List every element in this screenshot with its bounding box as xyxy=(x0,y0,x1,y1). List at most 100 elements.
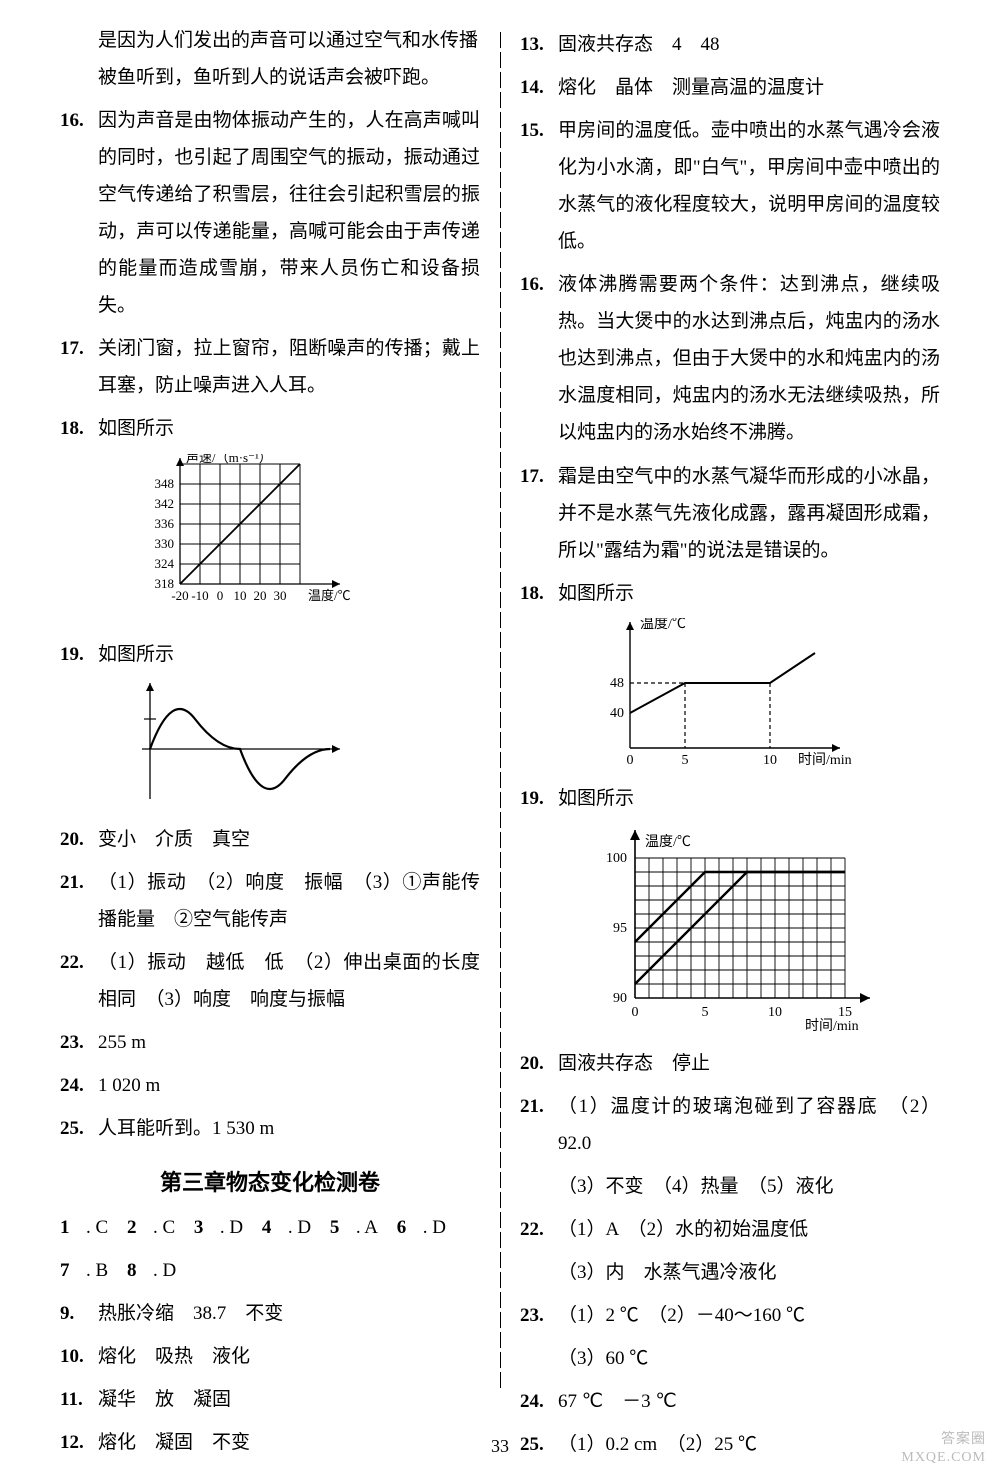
q15: 15. 甲房间的温度低。壶中喷出的水蒸气遇冷会液化为小水滴，即"白气"，甲房间中… xyxy=(520,112,940,260)
svg-text:声速/（m·s⁻¹）: 声速/（m·s⁻¹） xyxy=(186,454,272,465)
svg-text:40: 40 xyxy=(610,706,624,721)
q-number: 22. xyxy=(520,1211,558,1248)
svg-text:90: 90 xyxy=(613,991,627,1006)
q21-cont: （3）不变 （4）热量 （5）液化 xyxy=(520,1168,940,1205)
svg-text:时间/min: 时间/min xyxy=(805,1018,859,1033)
svg-text:-20: -20 xyxy=(171,588,188,603)
q-content: 255 m xyxy=(98,1024,480,1061)
q21: 21. （1）温度计的玻璃泡碰到了容器底 （2）92.0 xyxy=(520,1088,940,1162)
q-number: 10. xyxy=(60,1338,98,1375)
svg-text:时间/min: 时间/min xyxy=(798,752,852,768)
q24: 24. 1 020 m xyxy=(60,1067,480,1104)
section-title: 第三章物态变化检测卷 xyxy=(60,1165,480,1197)
q-content: 液体沸腾需要两个条件：达到沸点，继续吸热。当大煲中的水达到沸点后，炖盅内的汤水也… xyxy=(558,266,940,451)
svg-text:-10: -10 xyxy=(191,588,208,603)
q22: 22. （1）振动 越低 低 （2）伸出桌面的长度 相同 （3）响度 响度与振幅 xyxy=(60,944,480,1018)
q-number: 23. xyxy=(60,1024,98,1061)
svg-text:0: 0 xyxy=(217,588,224,603)
q-number: 16. xyxy=(60,102,98,324)
q-content: 人耳能听到。1 530 m xyxy=(98,1110,480,1147)
q-content: 67 ℃ －3 ℃ xyxy=(558,1383,940,1420)
q18: 18. 如图所示 xyxy=(60,410,480,447)
right-column: 13. 固液共存态 4 48 14. 熔化 晶体 测量高温的温度计 15. 甲房… xyxy=(510,20,950,1469)
q-number: 19. xyxy=(520,780,558,817)
q-number: 18. xyxy=(520,575,558,612)
q-number: 16. xyxy=(520,266,558,451)
q-number: 20. xyxy=(60,821,98,858)
q-number: 25. xyxy=(60,1110,98,1147)
svg-text:342: 342 xyxy=(155,496,175,511)
q20: 20. 固液共存态 停止 xyxy=(520,1045,940,1082)
q-content: 如图所示 xyxy=(98,636,480,673)
q-number: 21. xyxy=(60,864,98,938)
q19: 19. 如图所示 xyxy=(60,636,480,673)
svg-text:15: 15 xyxy=(838,1005,852,1020)
q23: 23. 255 m xyxy=(60,1024,480,1061)
svg-text:100: 100 xyxy=(606,851,627,866)
q-number: 24. xyxy=(520,1383,558,1420)
q17: 17. 关闭门窗，拉上窗帘，阻断噪声的传播；戴上耳塞，防止噪声进入人耳。 xyxy=(60,330,480,404)
q-number: 22. xyxy=(60,944,98,1018)
q-content: 凝华 放 凝固 xyxy=(98,1381,480,1418)
q14: 14. 熔化 晶体 测量高温的温度计 xyxy=(520,69,940,106)
q-content: 如图所示 xyxy=(558,575,940,612)
q17: 17. 霜是由空气中的水蒸气凝华而形成的小冰晶，并不是水蒸气先液化成露，露再凝固… xyxy=(520,458,940,569)
q-content: 因为声音是由物体振动产生的，人在高声喊叫的同时，也引起了周围空气的振动，振动通过… xyxy=(98,102,480,324)
q-content: 熔化 吸热 液化 xyxy=(98,1338,480,1375)
q10: 10. 熔化 吸热 液化 xyxy=(60,1338,480,1375)
q15-continuation: 是因为人们发出的声音可以通过空气和水传播被鱼听到，鱼听到人的说话声会被吓跑。 xyxy=(60,22,480,96)
q-content: （1）振动 越低 低 （2）伸出桌面的长度 相同 （3）响度 响度与振幅 xyxy=(98,944,480,1018)
svg-text:20: 20 xyxy=(254,588,267,603)
q-content: 霜是由空气中的水蒸气凝华而形成的小冰晶，并不是水蒸气先液化成露，露再凝固形成霜，… xyxy=(558,458,940,569)
watermark-bottom: MXQE.COM xyxy=(901,1449,986,1467)
q-number: 20. xyxy=(520,1045,558,1082)
svg-text:330: 330 xyxy=(155,536,175,551)
q24: 24. 67 ℃ －3 ℃ xyxy=(520,1383,940,1420)
q-number: 17. xyxy=(520,458,558,569)
svg-text:温度/℃: 温度/℃ xyxy=(645,834,691,850)
q-content: （1）2 ℃ （2）－40～160 ℃ xyxy=(558,1297,940,1334)
q-number: 24. xyxy=(60,1067,98,1104)
svg-text:48: 48 xyxy=(610,676,624,691)
q25: 25. 人耳能听到。1 530 m xyxy=(60,1110,480,1147)
svg-text:30: 30 xyxy=(274,588,287,603)
q13: 13. 固液共存态 4 48 xyxy=(520,26,940,63)
q23: 23. （1）2 ℃ （2）－40～160 ℃ xyxy=(520,1297,940,1334)
q11: 11. 凝华 放 凝固 xyxy=(60,1381,480,1418)
q-number: 23. xyxy=(520,1297,558,1334)
q22: 22. （1）A （2）水的初始温度低 xyxy=(520,1211,940,1248)
chart-boiling-curve: 90 95 100 0 5 10 15 温度/℃ 时间/min xyxy=(580,823,940,1039)
page-number: 33 xyxy=(0,1436,1000,1457)
q-number: 14. xyxy=(520,69,558,106)
q-number: 21. xyxy=(520,1088,558,1162)
q-number: 11. xyxy=(60,1381,98,1418)
q18: 18. 如图所示 xyxy=(520,575,940,612)
watermark: 答案圈 MXQE.COM xyxy=(901,1431,986,1467)
svg-text:324: 324 xyxy=(155,556,175,571)
q-content: （1）振动 （2）响度 振幅 （3）①声能传播能量 ②空气能传声 xyxy=(98,864,480,938)
q9: 9. 热胀冷缩 38.7 不变 xyxy=(60,1295,480,1332)
mc-row-1: 1. C 2. C 3. D 4. D 5. A 6. D xyxy=(60,1209,480,1246)
q-number: 18. xyxy=(60,410,98,447)
q22-cont: （3）内 水蒸气遇冷液化 xyxy=(520,1254,940,1291)
q16: 16. 因为声音是由物体振动产生的，人在高声喊叫的同时，也引起了周围空气的振动，… xyxy=(60,102,480,324)
q-content: （1）A （2）水的初始温度低 xyxy=(558,1211,940,1248)
q-content: 甲房间的温度低。壶中喷出的水蒸气遇冷会液化为小水滴，即"白气"，甲房间中壶中喷出… xyxy=(558,112,940,260)
chart-sound-speed: 318 324 330 336 342 348 -20 -10 0 10 20 … xyxy=(120,454,480,630)
svg-text:0: 0 xyxy=(627,753,634,768)
svg-text:温度/℃: 温度/℃ xyxy=(640,618,686,632)
q-number: 13. xyxy=(520,26,558,63)
svg-text:5: 5 xyxy=(682,753,689,768)
q-content: 熔化 晶体 测量高温的温度计 xyxy=(558,69,940,106)
watermark-top: 答案圈 xyxy=(901,1431,986,1449)
q16: 16. 液体沸腾需要两个条件：达到沸点，继续吸热。当大煲中的水达到沸点后，炖盅内… xyxy=(520,266,940,451)
q-content: 固液共存态 停止 xyxy=(558,1045,940,1082)
svg-text:温度/℃: 温度/℃ xyxy=(308,588,351,603)
mc-row-2: 7. B 8. D xyxy=(60,1252,480,1289)
column-divider xyxy=(490,20,510,1469)
q-content: 如图所示 xyxy=(98,410,480,447)
svg-text:336: 336 xyxy=(155,516,175,531)
chart-melting-curve: 48 40 0 5 10 温度/℃ 时间/min xyxy=(580,618,940,774)
q-content: 1 020 m xyxy=(98,1067,480,1104)
q20: 20. 变小 介质 真空 xyxy=(60,821,480,858)
